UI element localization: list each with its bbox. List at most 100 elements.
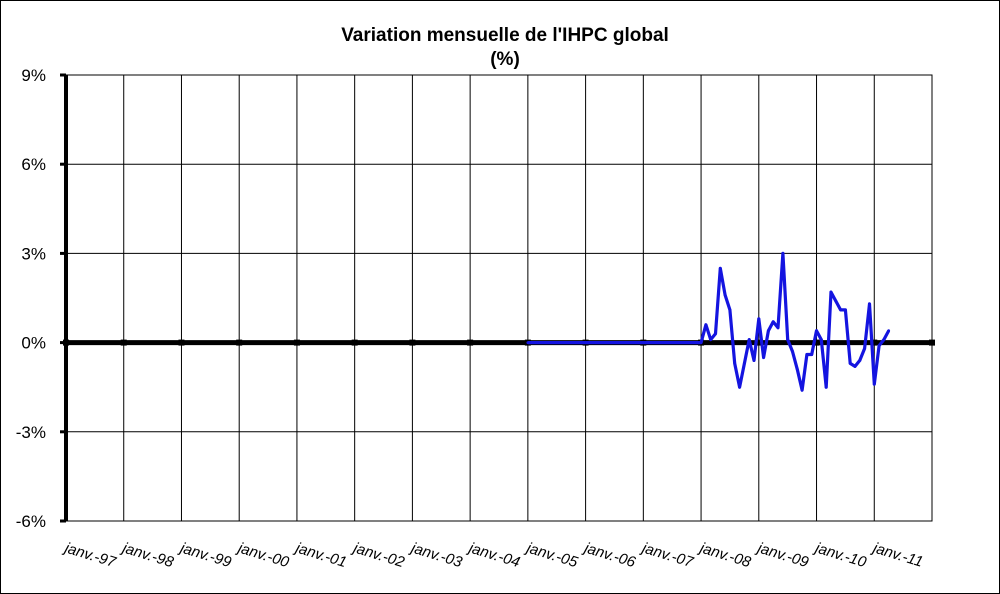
data-point bbox=[844, 308, 847, 312]
data-point bbox=[536, 341, 539, 344]
data-point bbox=[622, 341, 626, 344]
x-tick-label: janv.-04 bbox=[465, 539, 522, 571]
data-point bbox=[810, 353, 814, 356]
data-point bbox=[680, 341, 684, 344]
data-point bbox=[560, 341, 563, 344]
data-point bbox=[742, 362, 746, 365]
data-point bbox=[632, 341, 636, 344]
x-tick-mark bbox=[293, 339, 300, 346]
data-point bbox=[805, 353, 809, 356]
x-tick-mark bbox=[236, 339, 243, 346]
data-point bbox=[757, 317, 761, 321]
data-point bbox=[815, 329, 818, 333]
data-point bbox=[651, 341, 655, 344]
data-point bbox=[550, 341, 554, 344]
x-tick-mark bbox=[351, 339, 358, 346]
x-tick-label: janv.-06 bbox=[581, 539, 638, 571]
data-point bbox=[670, 341, 674, 344]
x-tick-label: janv.-00 bbox=[234, 539, 291, 571]
chart-title: Variation mensuelle de l'IHPC global bbox=[341, 25, 669, 46]
x-tick-mark bbox=[755, 339, 762, 346]
data-point bbox=[641, 341, 645, 344]
data-point bbox=[699, 341, 703, 344]
y-tick-label: 9% bbox=[21, 66, 46, 85]
x-tick-mark bbox=[120, 339, 127, 346]
x-tick-label: janv.-11 bbox=[869, 539, 925, 571]
x-tick-label: janv.-99 bbox=[176, 539, 233, 571]
data-point bbox=[555, 341, 559, 344]
data-point bbox=[771, 320, 775, 324]
data-point bbox=[531, 341, 535, 344]
data-point bbox=[617, 341, 621, 344]
chart-subtitle: (%) bbox=[490, 49, 520, 70]
data-point bbox=[526, 341, 530, 344]
x-tick-label: janv.-01 bbox=[292, 539, 349, 571]
x-tick-mark bbox=[871, 339, 878, 346]
x-tick-label: janv.-07 bbox=[638, 539, 695, 571]
data-point bbox=[584, 341, 587, 344]
data-point bbox=[824, 385, 828, 389]
data-point bbox=[887, 329, 891, 333]
data-point bbox=[627, 341, 631, 344]
data-point bbox=[786, 338, 790, 342]
data-point bbox=[637, 341, 640, 344]
data-point bbox=[675, 341, 679, 344]
y-tick-label: -3% bbox=[16, 423, 46, 442]
data-point bbox=[608, 341, 612, 344]
data-point bbox=[540, 341, 544, 344]
data-point bbox=[800, 388, 804, 392]
x-tick-label: janv.-98 bbox=[119, 539, 176, 571]
x-tick-label: janv.-09 bbox=[754, 539, 811, 571]
data-point bbox=[646, 341, 650, 344]
data-point bbox=[545, 341, 549, 344]
data-point bbox=[834, 299, 838, 303]
data-point bbox=[795, 367, 799, 371]
data-point bbox=[738, 385, 741, 389]
data-point bbox=[723, 293, 727, 297]
data-point bbox=[593, 341, 597, 344]
data-point bbox=[709, 338, 713, 342]
data-point bbox=[665, 341, 669, 344]
data-point bbox=[848, 362, 852, 365]
x-tick-mark bbox=[178, 339, 185, 346]
data-point bbox=[718, 266, 722, 270]
data-point bbox=[728, 308, 732, 312]
x-tick-mark bbox=[409, 339, 416, 346]
x-tick-label: janv.-08 bbox=[696, 539, 753, 571]
plot-area bbox=[65, 74, 933, 522]
data-point bbox=[704, 323, 708, 327]
data-point bbox=[781, 252, 785, 255]
data-point bbox=[694, 341, 698, 344]
data-point bbox=[714, 332, 717, 336]
data-point bbox=[882, 338, 886, 342]
y-tick-label: -6% bbox=[16, 512, 46, 531]
data-point bbox=[589, 341, 592, 344]
data-point bbox=[569, 341, 573, 344]
data-point bbox=[868, 302, 871, 306]
x-tick-mark bbox=[467, 339, 474, 346]
data-point bbox=[603, 341, 607, 344]
x-tick-label: janv.-97 bbox=[61, 539, 118, 571]
data-point bbox=[733, 362, 737, 365]
x-tick-mark bbox=[929, 339, 935, 346]
data-point bbox=[858, 359, 862, 362]
y-tick-label: 6% bbox=[21, 155, 46, 174]
data-point bbox=[579, 341, 583, 344]
data-point bbox=[661, 341, 664, 344]
data-point bbox=[819, 338, 823, 342]
data-point bbox=[872, 382, 876, 386]
x-tick-mark bbox=[63, 339, 69, 346]
y-tick-label: 3% bbox=[21, 244, 46, 263]
data-point bbox=[877, 344, 881, 347]
x-tick-mark bbox=[813, 339, 820, 346]
data-point bbox=[863, 347, 867, 350]
data-point bbox=[776, 326, 780, 330]
data-point bbox=[747, 338, 751, 342]
data-point bbox=[613, 341, 616, 344]
data-point bbox=[762, 356, 766, 359]
data-point bbox=[752, 359, 756, 362]
x-tick-label: janv.-05 bbox=[523, 539, 580, 571]
x-tick-label: janv.-03 bbox=[407, 539, 464, 571]
data-point bbox=[690, 341, 693, 344]
series-line bbox=[527, 251, 891, 392]
